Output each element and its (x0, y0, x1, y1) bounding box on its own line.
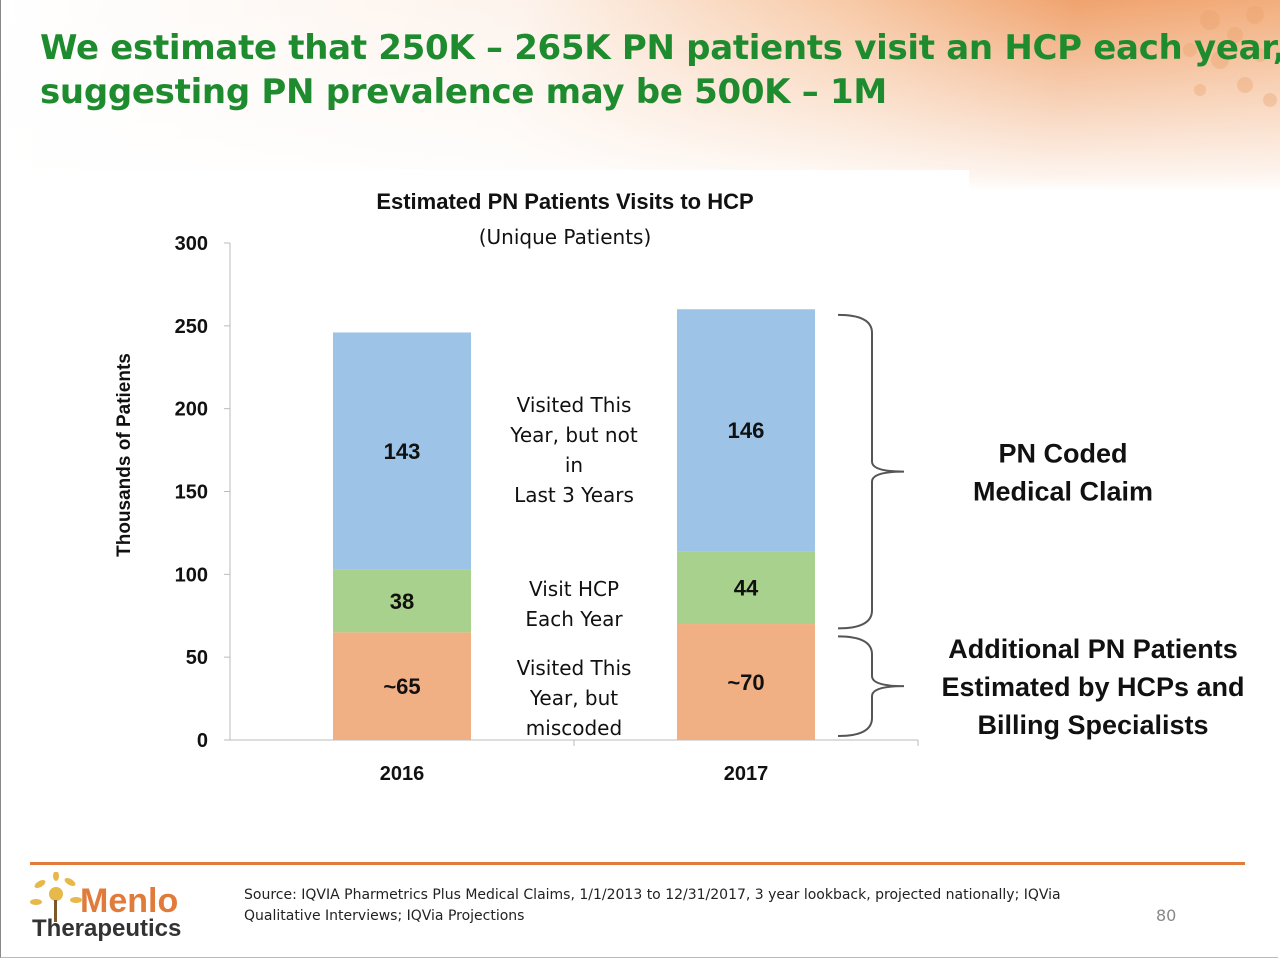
bar-segment (333, 569, 471, 633)
y-tick-label: 150 (175, 482, 208, 504)
curly-bracket (837, 635, 905, 737)
header-background (0, 0, 1280, 190)
bracket-label-line: Billing Specialists (977, 710, 1208, 740)
bracket-label-line: Medical Claim (973, 477, 1153, 507)
bar-value-label: 143 (384, 439, 421, 464)
bar-value-label: 146 (728, 418, 765, 443)
middle-annotation-line: in (565, 453, 583, 477)
slide-title: We estimate that 250K – 265K PN patients… (40, 26, 1280, 114)
middle-annotation-line: Visit HCP (529, 577, 619, 601)
curly-bracket (837, 313, 905, 630)
bracket-label-line: Additional PN Patients (948, 634, 1238, 664)
bracket-label-line: PN Coded (998, 439, 1127, 469)
bar-value-label: 44 (734, 576, 759, 601)
bracket-label-line: Estimated by HCPs and (941, 672, 1244, 702)
y-tick-label: 250 (175, 316, 208, 338)
leaf-decoration-icon (1183, 6, 1277, 107)
company-logo: Menlo Therapeutics (30, 872, 181, 942)
middle-annotation-line: Each Year (525, 607, 623, 631)
bar-segment (677, 309, 815, 552)
y-tick-label: 200 (175, 399, 208, 421)
middle-annotation-line: Year, but not (509, 423, 638, 447)
bar-segment (333, 332, 471, 570)
source-note: Source: IQVIA Pharmetrics Plus Medical C… (244, 887, 1061, 924)
middle-annotation-line: Last 3 Years (514, 483, 634, 507)
slide-title-line1: We estimate that 250K – 265K PN patients… (40, 28, 1280, 68)
bar-segment (677, 624, 815, 740)
bar-value-label: ~65 (383, 674, 420, 699)
y-tick-label: 50 (186, 647, 208, 669)
bar-value-label: ~70 (727, 670, 764, 695)
x-tick-label: 2017 (724, 763, 769, 785)
x-tick-label: 2016 (380, 763, 425, 785)
middle-annotation-line: Visited This (517, 656, 632, 680)
y-axis-label: Thousands of Patients (114, 353, 135, 557)
footer-divider (30, 862, 1245, 865)
bar-segment (677, 551, 815, 625)
middle-annotation-line: miscoded (526, 716, 622, 740)
bar-segment (333, 632, 471, 740)
y-tick-label: 300 (175, 233, 208, 255)
bar-value-label: 38 (390, 589, 414, 614)
chart-title: Estimated PN Patients Visits to HCP (376, 189, 753, 214)
slide-title-line2: suggesting PN prevalence may be 500K – 1… (40, 72, 887, 112)
sun-leaf-icon (30, 872, 82, 922)
chart-subtitle: (Unique Patients) (479, 225, 652, 249)
middle-annotation-line: Visited This (517, 393, 632, 417)
logo-word-therapeutics: Therapeutics (32, 915, 181, 942)
y-tick-label: 0 (197, 730, 208, 752)
y-tick-label: 100 (175, 564, 208, 586)
logo-word-menlo: Menlo (80, 882, 178, 920)
middle-annotation-line: Year, but (529, 686, 618, 710)
stacked-bar-chart: Estimated PN Patients Visits to HCP (Uni… (114, 189, 1245, 785)
page-number: 80 (1156, 906, 1177, 925)
